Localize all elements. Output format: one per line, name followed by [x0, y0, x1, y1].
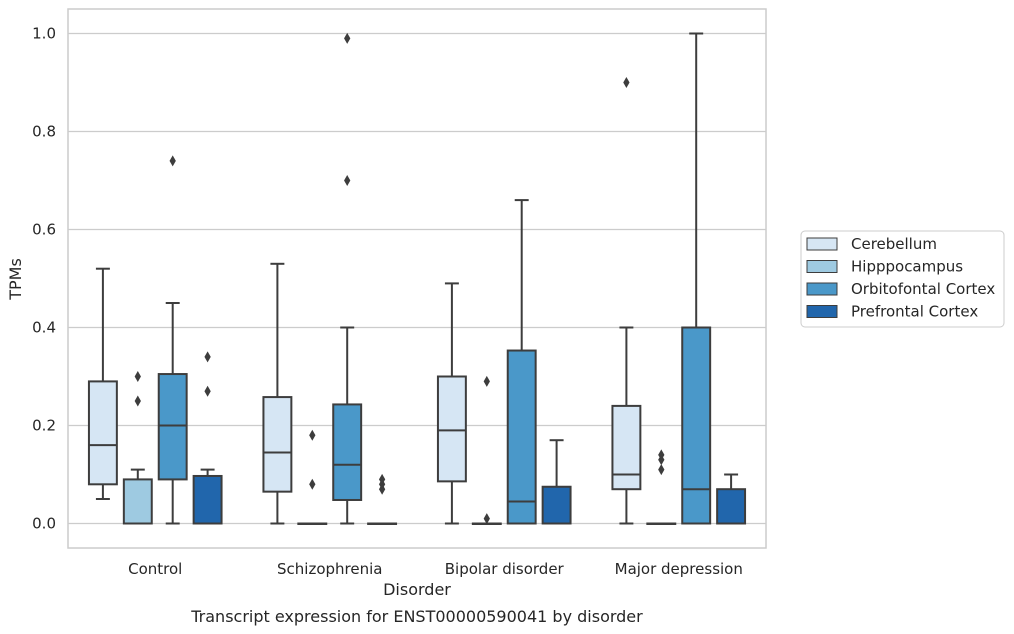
box: [297, 429, 328, 525]
x-tick-label: Bipolar disorder: [445, 560, 565, 578]
outlier-point: [658, 449, 665, 461]
box: [192, 351, 223, 525]
box-body: [122, 478, 153, 525]
outlier-point: [483, 513, 490, 525]
box-body: [262, 396, 293, 493]
box-body: [611, 404, 642, 491]
box-body: [541, 485, 572, 525]
box: [87, 267, 118, 500]
boxes: [87, 32, 747, 525]
box: [541, 439, 572, 525]
legend-label: Orbitofontal Cortex: [851, 280, 995, 298]
box: [646, 449, 677, 525]
outlier-point: [658, 464, 665, 476]
chart-title: Transcript expression for ENST0000059004…: [190, 607, 643, 626]
box-body: [192, 474, 223, 525]
legend-swatch: [806, 305, 838, 318]
box-body: [506, 349, 537, 525]
box: [506, 199, 537, 525]
box: [436, 282, 467, 525]
y-axis-title: TPMs: [6, 258, 25, 301]
y-tick-label: 0.2: [32, 417, 56, 435]
box-body: [332, 403, 363, 501]
outlier-point: [483, 375, 490, 387]
legend-frame: [800, 230, 1005, 328]
box-body: [681, 326, 712, 525]
x-tick-label: Schizophrenia: [277, 560, 382, 578]
y-tick-label: 0.8: [32, 123, 56, 141]
outlier-point: [204, 351, 211, 363]
box: [157, 155, 188, 525]
legend-label: Hipppocampus: [851, 258, 963, 276]
outlier-point: [344, 175, 351, 186]
x-ticks: Control Schizophrenia Bipolar disorder Majo…: [128, 560, 743, 578]
box: [611, 77, 642, 525]
box: [332, 32, 363, 525]
box: [367, 473, 398, 525]
legend-label: Prefrontal Cortex: [851, 303, 978, 321]
box: [262, 262, 293, 525]
outlier-point: [623, 77, 630, 88]
outlier-point: [169, 155, 176, 167]
outlier-point: [134, 395, 141, 407]
legend: Cerebellum Hipppocampus Orbitofontal Corte…: [800, 230, 1005, 328]
outlier-point: [344, 32, 351, 44]
outlier-point: [134, 371, 141, 382]
y-tick-label: 0.6: [32, 221, 56, 239]
box: [716, 473, 747, 525]
legend-swatch: [806, 282, 838, 296]
x-axis-title: Disorder: [383, 580, 451, 599]
legend-label: Cerebellum: [851, 235, 937, 253]
outlier-point: [204, 385, 211, 397]
outlier-point: [309, 478, 316, 490]
y-tick-label: 1.0: [32, 25, 56, 43]
x-tick-label: Control: [128, 560, 182, 578]
plot-frame: [67, 8, 767, 549]
box: [122, 371, 153, 525]
box: [681, 32, 712, 525]
box-body: [157, 373, 188, 481]
box-body: [716, 488, 747, 525]
box-body: [436, 375, 467, 483]
outlier-point: [309, 429, 316, 441]
y-tick-label: 0.0: [32, 515, 56, 533]
y-tick-label: 0.4: [32, 319, 56, 337]
outlier-point: [378, 473, 386, 485]
box: [471, 375, 502, 525]
x-tick-label: Major depression: [615, 560, 743, 578]
y-ticks: 0.0 0.2 0.4 0.6 0.8 1.0: [32, 25, 56, 533]
legend-swatch: [806, 260, 838, 273]
box-body: [87, 380, 118, 486]
legend-swatch: [806, 237, 838, 251]
